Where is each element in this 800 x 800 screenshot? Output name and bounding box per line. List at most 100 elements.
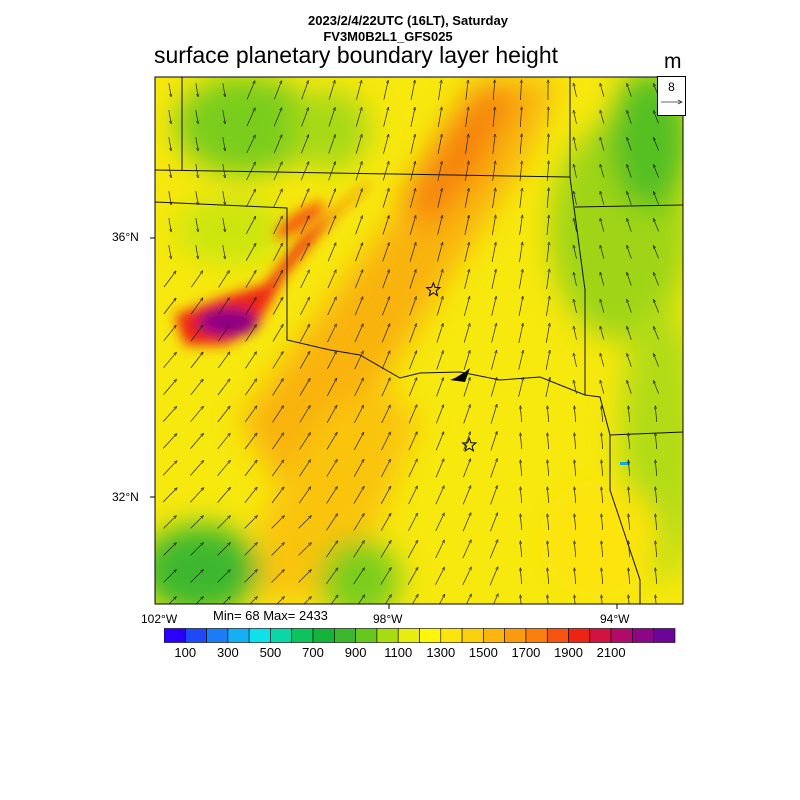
wind-arrow-icon [354,378,364,397]
wind-arrow-icon [492,188,496,208]
wind-arrow-icon [655,406,656,423]
wind-arrow-icon [601,487,602,504]
map-frame [154,76,684,605]
wind-arrow-icon [600,83,605,97]
wind-arrow-icon [653,381,659,394]
wind-arrow-icon [303,597,312,604]
wind-arrow-icon [273,216,283,235]
wind-arrow-icon [271,516,285,529]
wind-arrow-icon [301,108,309,127]
wind-arrow-icon [354,324,363,343]
wind-arrow-icon [271,460,284,477]
wind-arrow-icon [217,487,231,503]
wind-arrow-icon [190,516,204,529]
wind-arrow-icon [354,405,363,424]
wind-arrow-icon [518,269,522,289]
wind-arrow-icon [244,406,257,423]
colorbar-swatch [440,628,463,643]
wind-arrow-icon [190,379,203,396]
wind-arrow-icon [627,272,632,286]
wind-arrow-icon [600,191,605,205]
reference-vector-box: 8 [657,76,686,116]
wind-arrow-icon [574,272,577,286]
wind-arrow-icon [245,270,256,288]
wind-arrow-icon [381,351,390,370]
colorbar-tick-label: 1700 [511,645,541,660]
wind-arrow-icon [409,351,416,370]
wind-arrow-icon [273,162,282,181]
lat-label-32n: 32°N [112,490,139,504]
wind-arrow-icon [381,405,391,424]
wind-arrow-icon [407,567,418,585]
wind-arrow-icon [463,405,471,424]
wind-arrow-icon [410,134,415,154]
wind-arrow-icon [244,487,257,504]
wind-arrow-icon [601,433,602,450]
wind-arrow-icon [462,567,472,586]
wind-arrow-icon [163,543,177,556]
star-icon [425,281,442,297]
wind-arrow-icon [547,541,548,558]
wind-arrow-icon [545,323,549,343]
wind-arrow-icon [653,300,659,313]
colorbar-swatch [184,628,207,643]
wind-arrow-icon [195,597,204,604]
wind-arrow-icon [330,595,338,604]
wind-arrow-icon [163,516,177,529]
wind-arrow-icon [574,460,575,477]
wind-arrow-icon [600,326,605,340]
wind-arrow-icon [353,541,365,558]
wind-arrow-icon [520,487,521,504]
wind-arrow-icon [574,380,577,394]
colorbar-swatch [334,628,356,643]
wind-arrow-icon [328,162,336,181]
wind-arrow-icon [326,378,336,396]
wind-arrow-icon [653,246,659,259]
wind-arrow-icon [408,486,418,505]
wind-arrow-icon [520,460,521,477]
wind-arrow-icon [328,80,335,100]
wind-arrow-icon [547,460,548,477]
wind-arrow-icon [245,325,257,342]
wind-arrow-icon [409,324,417,343]
wind-arrow-icon [163,407,176,422]
wind-arrow-icon [382,188,389,208]
wind-arrow-icon [519,188,522,208]
wind-arrow-icon [490,459,498,478]
wind-arrow-icon [168,191,171,205]
wind-arrow-icon [490,486,498,505]
wind-arrow-icon [574,595,575,604]
wind-arrow-icon [437,188,442,208]
wind-arrow-icon [380,540,391,558]
wind-arrow-icon [493,594,498,604]
wind-arrow-icon [326,487,338,504]
wind-arrow-icon [163,352,177,368]
wind-arrow-icon [492,107,495,127]
colorbar-swatch [227,628,250,643]
wind-arrow-icon [409,242,416,262]
wind-arrow-icon [328,189,335,208]
colorbar-tick-label: 300 [217,645,239,660]
wind-arrow-icon [410,107,415,127]
wind-arrow-icon [382,216,389,235]
colorbar-swatch [461,628,484,643]
wind-arrow-icon [574,191,577,205]
wind-arrow-icon [381,378,390,397]
wind-arrow-icon [410,188,415,208]
wind-arrow-icon [276,597,285,604]
wind-arrow-icon [627,245,632,259]
wind-arrow-icon [326,405,337,423]
wind-arrow-icon [547,406,548,423]
lon-label-98w: 98°W [373,612,403,626]
wind-arrow-icon [271,543,285,556]
wind-arrow-icon [600,110,605,124]
wind-arrow-icon [574,326,577,340]
wind-arrow-icon [299,433,311,450]
wind-arrow-icon [435,432,444,451]
wind-arrow-icon [518,323,523,343]
wind-arrow-icon [271,570,285,583]
wind-arrow-icon [384,595,392,604]
wind-arrow-icon [435,459,444,478]
wind-arrow-icon [300,243,310,262]
wind-arrow-icon [245,243,256,261]
